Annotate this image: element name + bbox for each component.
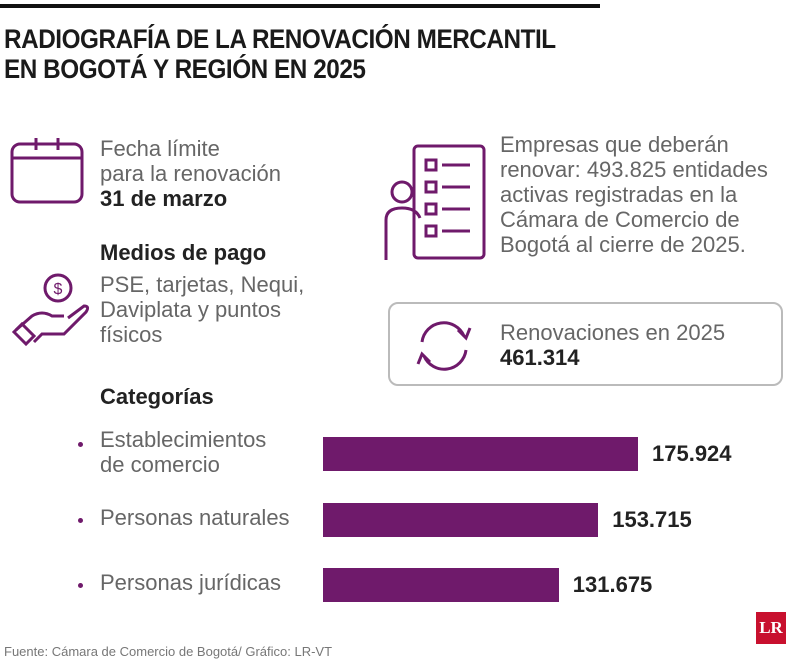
companies-text: Bogotá al cierre de 2025.: [500, 232, 746, 257]
bar: [323, 568, 559, 602]
bullet-dot: [78, 583, 83, 588]
refresh-icon: [416, 321, 472, 371]
payment-text: Daviplata y puntos: [100, 297, 281, 322]
deadline-label: Fecha límite: [100, 136, 220, 161]
bar-value-label: 175.924: [652, 441, 732, 466]
category-label-line: Personas naturales: [100, 505, 290, 530]
renewals-value: 461.314: [500, 345, 580, 370]
bar: [323, 437, 638, 471]
companies-text: Empresas que deberán: [500, 132, 729, 157]
category-label-line: Personas jurídicas: [100, 570, 281, 595]
title-line: RADIOGRAFÍA DE LA RENOVACIÓN MERCANTIL: [4, 24, 556, 54]
bar: [323, 503, 599, 537]
bar-value-label: 153.715: [612, 507, 692, 532]
renewals-box: [388, 302, 783, 386]
category-label-line: Establecimientos: [100, 427, 267, 452]
title-line: EN BOGOTÁ Y REGIÓN EN 2025: [4, 54, 366, 84]
deadline-date: 31 de marzo: [100, 186, 228, 211]
calendar-icon: [10, 138, 84, 204]
checklist-person-icon: [384, 144, 486, 260]
category-label: Establecimientos de comercio: [100, 427, 266, 477]
bullet-dot: [78, 442, 83, 447]
companies-text: Cámara de Comercio de: [500, 207, 740, 232]
lr-logo: LR: [756, 612, 786, 644]
bullet-dot: [78, 518, 83, 523]
renewals-label: Renovaciones en 2025: [500, 320, 726, 345]
category-label: Personas jurídicas: [100, 570, 281, 595]
companies-text: activas registradas en la: [500, 182, 738, 207]
companies-info: Empresas que deberán renovar: 493.825 en…: [500, 132, 768, 257]
payment-text: PSE, tarjetas, Nequi,: [100, 272, 305, 297]
top-rule: [0, 4, 600, 8]
payment-methods: PSE, tarjetas, Nequi, Daviplata y puntos…: [100, 272, 304, 347]
payment-heading: Medios de pago: [100, 240, 267, 265]
renewals-info: Renovaciones en 2025 461.314: [500, 320, 725, 370]
payment-text: físicos: [100, 322, 163, 347]
category-label: Personas naturales: [100, 505, 290, 530]
svg-text:$: $: [54, 281, 63, 298]
category-label-line: de comercio: [100, 452, 220, 477]
money-hand-icon: $: [12, 273, 90, 347]
page-title: RADIOGRAFÍA DE LA RENOVACIÓN MERCANTIL E…: [4, 24, 556, 84]
categories-heading: Categorías: [100, 384, 214, 409]
companies-text: renovar: 493.825 entidades: [500, 157, 768, 182]
source-note: Fuente: Cámara de Comercio de Bogotá/ Gr…: [4, 644, 333, 659]
deadline-label: para la renovación: [100, 161, 282, 186]
bar-value-label: 131.675: [572, 572, 653, 597]
deadline-info: Fecha límite para la renovación 31 de ma…: [100, 136, 281, 211]
